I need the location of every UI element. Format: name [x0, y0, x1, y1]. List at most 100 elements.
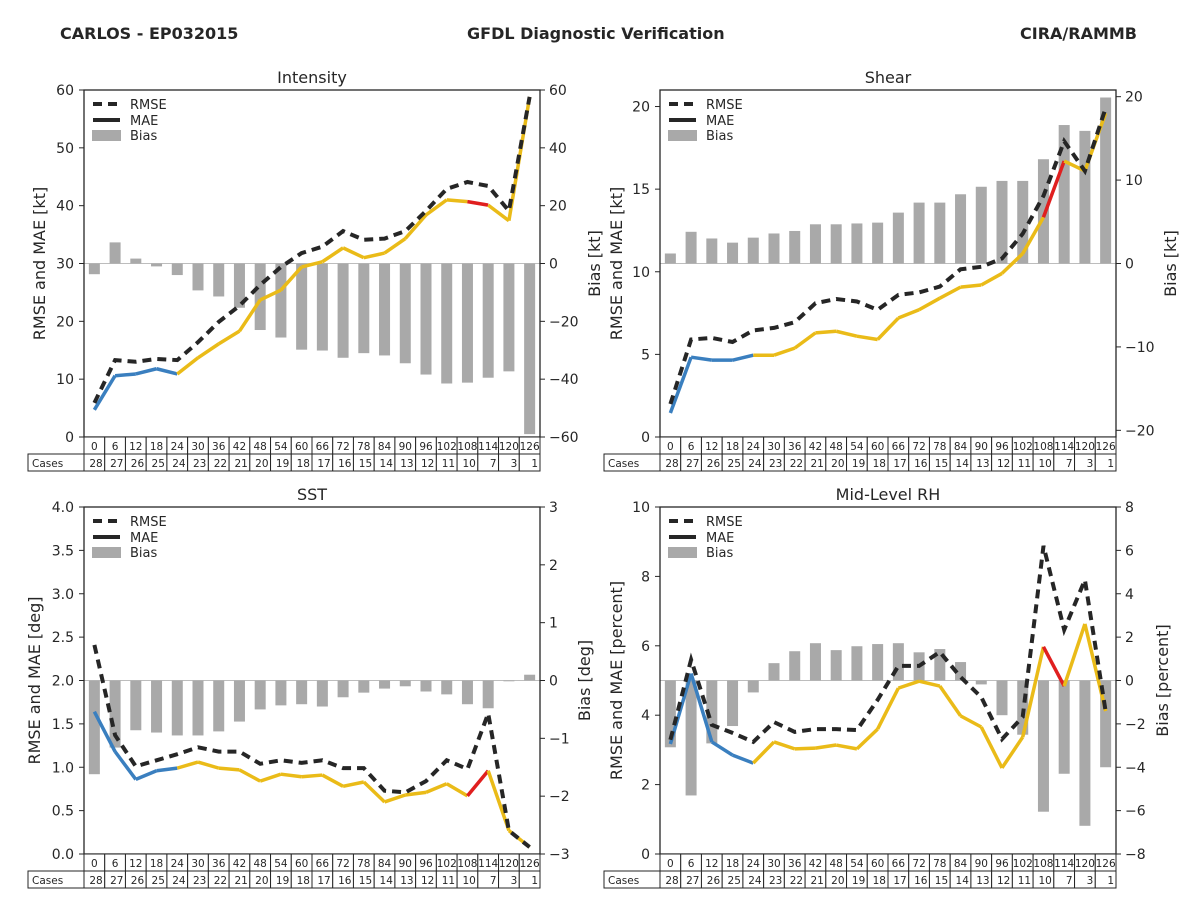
bias-bar: [1058, 680, 1070, 774]
cases-value: 13: [976, 458, 989, 470]
cases-table: 0 28 6 27 12 26 18 25 24 24 30 23 36 22 42 21 48 20 54 19 60…: [27, 436, 541, 472]
mae-line-segment: [445, 782, 469, 798]
hour-label: 108: [1033, 441, 1053, 453]
cases-value: 7: [1066, 875, 1073, 887]
cases-header-label: Cases: [32, 875, 63, 887]
y2-tick-label: 0: [1125, 674, 1134, 690]
mae-line-segment: [321, 773, 344, 788]
y-tick-label: 3.5: [52, 543, 74, 559]
cases-cell: [1094, 453, 1117, 472]
hour-label: 6: [688, 441, 695, 453]
y2-tick-label: 1: [549, 616, 558, 632]
hour-label: 54: [274, 858, 288, 870]
y-tick-label: 0: [641, 430, 650, 446]
cases-value: 3: [511, 875, 518, 887]
bias-bar: [461, 680, 473, 705]
legend-mae-label: MAE: [130, 114, 158, 129]
y-tick-label: 2.0: [52, 674, 74, 690]
hour-label: 96: [995, 441, 1009, 453]
y-axis-label: RMSE and MAE [kt]: [607, 187, 626, 340]
cases-value: 12: [997, 875, 1010, 887]
y2-tick-label: 0: [549, 257, 558, 273]
bias-bar: [151, 680, 163, 733]
hour-label: 0: [91, 858, 98, 870]
bias-bar: [524, 263, 536, 435]
mae-line-segment: [280, 772, 302, 779]
bias-bar: [441, 680, 453, 695]
bias-bar: [1100, 97, 1112, 264]
hour-label: 24: [747, 441, 761, 453]
hour-label: 36: [788, 441, 802, 453]
cases-header-cell: [27, 870, 85, 889]
cases-value: 10: [1038, 458, 1051, 470]
mae-line-segment: [855, 727, 879, 751]
hour-label: 84: [378, 441, 392, 453]
mae-line-segment: [403, 213, 428, 240]
mae-line-segment: [959, 714, 983, 729]
mae-line-segment: [876, 316, 900, 341]
chart-title: SST: [297, 485, 327, 504]
bias-bar: [130, 680, 142, 731]
cases-value: 25: [728, 875, 741, 887]
bias-bar: [768, 663, 780, 681]
y2-tick-label: 60: [549, 83, 567, 99]
bias-bar: [851, 646, 863, 681]
legend-bias-swatch: [668, 547, 697, 558]
bias-bar: [664, 253, 676, 264]
y2-tick-label: 40: [549, 141, 567, 157]
mae-line-segment: [383, 237, 407, 255]
mae-line-segment: [752, 740, 776, 765]
bias-bar: [233, 680, 245, 722]
cases-value: 26: [131, 875, 145, 887]
hour-label: 126: [1096, 441, 1116, 453]
hour-label: 0: [91, 441, 98, 453]
hour-label: 66: [316, 441, 330, 453]
bias-bar: [1079, 680, 1091, 826]
cases-value: 15: [359, 875, 372, 887]
y2-tick-label: 3: [549, 500, 558, 516]
mae-line-segment: [856, 334, 878, 342]
mae-line-segment: [259, 772, 282, 783]
y-tick-label: 20: [56, 314, 74, 330]
cases-value: 12: [997, 458, 1010, 470]
cases-value: 7: [1066, 458, 1073, 470]
cases-value: 21: [810, 875, 823, 887]
mae-line-segment: [487, 203, 510, 223]
y-tick-label: 40: [56, 199, 74, 215]
cases-value: 1: [1107, 875, 1114, 887]
bias-bar: [337, 680, 349, 698]
mae-line-segment: [383, 793, 406, 804]
cases-value: 16: [914, 458, 928, 470]
cases-value: 28: [89, 875, 102, 887]
y-tick-label: 2.5: [52, 630, 74, 646]
hour-label: 114: [1054, 441, 1074, 453]
mae-line-segment: [980, 271, 1003, 287]
bias-bar: [399, 263, 411, 364]
bias-bar: [934, 202, 946, 264]
mae-line-segment: [1062, 623, 1087, 687]
bias-bar: [747, 237, 759, 264]
y-tick-label: 0.0: [52, 847, 74, 863]
product-title: GFDL Diagnostic Verification: [467, 24, 725, 43]
cases-value: 12: [421, 875, 434, 887]
hour-label: 120: [1075, 858, 1095, 870]
cases-value: 1: [531, 875, 538, 887]
hour-label: 60: [871, 441, 884, 453]
y2-tick-label: 0: [1125, 257, 1134, 273]
y2-tick-label: −40: [549, 372, 579, 388]
bias-bar: [482, 263, 494, 378]
hour-label: 42: [809, 441, 822, 453]
cases-header-cell: [603, 453, 661, 472]
chart-title: Shear: [865, 68, 912, 87]
bias-bar: [851, 223, 863, 264]
hour-label: 84: [954, 441, 968, 453]
cases-value: 24: [748, 458, 762, 470]
bias-bar: [254, 263, 266, 331]
cases-value: 21: [810, 458, 823, 470]
y-tick-label: 10: [632, 500, 650, 516]
y-tick-label: 1.5: [52, 717, 74, 733]
y2-tick-label: −3: [549, 847, 570, 863]
cases-value: 17: [893, 458, 906, 470]
bias-bar: [130, 258, 142, 264]
